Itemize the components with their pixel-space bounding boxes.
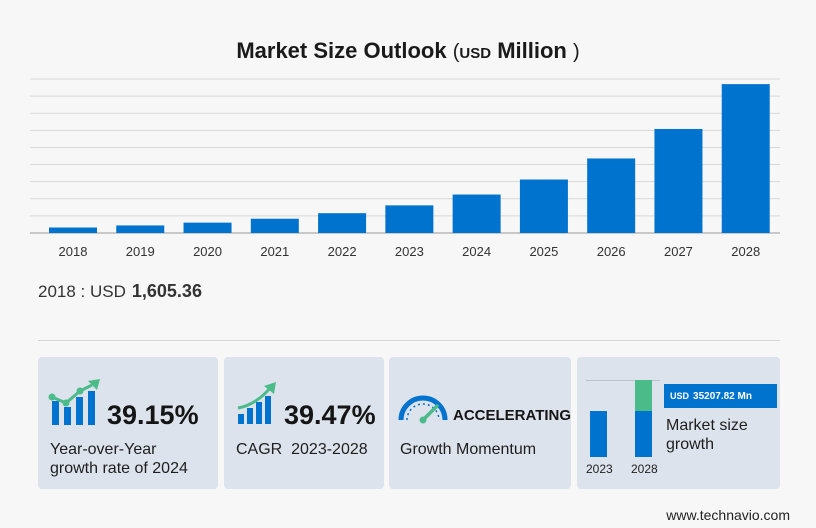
x-tick-label-2024: 2024: [462, 244, 491, 259]
mini-chart-axis: [586, 380, 660, 381]
bar-2022: [318, 213, 367, 233]
x-tick-label-2018: 2018: [59, 244, 88, 259]
yoy-value: 39.15%: [107, 400, 199, 430]
baseline-value: 2018 : USD 1,605.36: [38, 281, 202, 302]
baseline-label: 2018 : USD: [38, 282, 126, 301]
bar-2025: [519, 179, 568, 233]
cagr-value: 39.47%: [284, 400, 376, 430]
title-paren-close: ): [572, 41, 580, 63]
x-tick-label-2026: 2026: [597, 244, 626, 259]
footer-url: www.technavio.com: [666, 507, 790, 523]
x-tick-label-2021: 2021: [260, 244, 289, 259]
mini-bar-2028-base: [635, 411, 652, 457]
market-size-bar-chart: 2018 2019 2020 2021 2022 2023 2024 2025 2026 2027…: [30, 78, 780, 259]
x-tick-label-2028: 2028: [731, 244, 760, 259]
momentum-description: Growth Momentum: [400, 441, 537, 458]
speedometer-icon: [398, 395, 448, 424]
market-size-card: [577, 357, 780, 489]
bar-2027: [654, 128, 703, 233]
bar-2024: [452, 194, 501, 233]
x-tick-label-2019: 2019: [126, 244, 155, 259]
x-tick-label-2023: 2023: [395, 244, 424, 259]
callout-value: 35207.82 Mn: [693, 391, 752, 402]
bar-2026: [587, 158, 636, 233]
trend-arrow-icon: [237, 382, 276, 424]
x-tick-label-2025: 2025: [529, 244, 558, 259]
market-size-line1: Market size: [666, 417, 748, 434]
yoy-line1: Year-over-Year: [50, 441, 157, 458]
market-size-callout: USD 35207.82 Mn: [664, 384, 777, 408]
yoy-line2: growth rate of 2024: [50, 460, 188, 477]
mini-label-2023: 2023: [586, 462, 613, 476]
chart-title: Market Size Outlook (USD Million ): [0, 38, 816, 64]
title-unit: USD: [459, 45, 492, 62]
bar-2023: [385, 205, 434, 233]
market-size-line2: growth: [666, 436, 715, 453]
x-tick-label-2027: 2027: [664, 244, 693, 259]
baseline-number: 1,605.36: [131, 281, 202, 301]
bar-2018: [49, 227, 97, 233]
market-size-description: Market size growth: [666, 416, 748, 454]
title-million: Million: [497, 38, 567, 63]
bar-growth-icon: [48, 379, 100, 425]
section-divider: [38, 340, 780, 341]
bar-2020: [183, 222, 232, 233]
momentum-card: [389, 357, 571, 489]
x-tick-label-2020: 2020: [193, 244, 222, 259]
bar-2019: [116, 225, 165, 233]
mini-bar-2023: [590, 411, 607, 457]
title-main: Market Size Outlook: [236, 38, 447, 63]
bar-2028: [721, 84, 770, 233]
x-tick-label-2022: 2022: [328, 244, 357, 259]
mini-label-2028: 2028: [631, 462, 658, 476]
mini-bar-2028-growth: [635, 380, 652, 411]
cagr-description: CAGR 2023-2028: [236, 441, 368, 458]
yoy-description: Year-over-Year growth rate of 2024: [50, 440, 188, 478]
callout-unit: USD: [670, 391, 690, 401]
title-paren-open: (: [452, 41, 460, 63]
bar-2021: [250, 218, 299, 233]
momentum-status: ACCELERATING: [453, 407, 572, 424]
